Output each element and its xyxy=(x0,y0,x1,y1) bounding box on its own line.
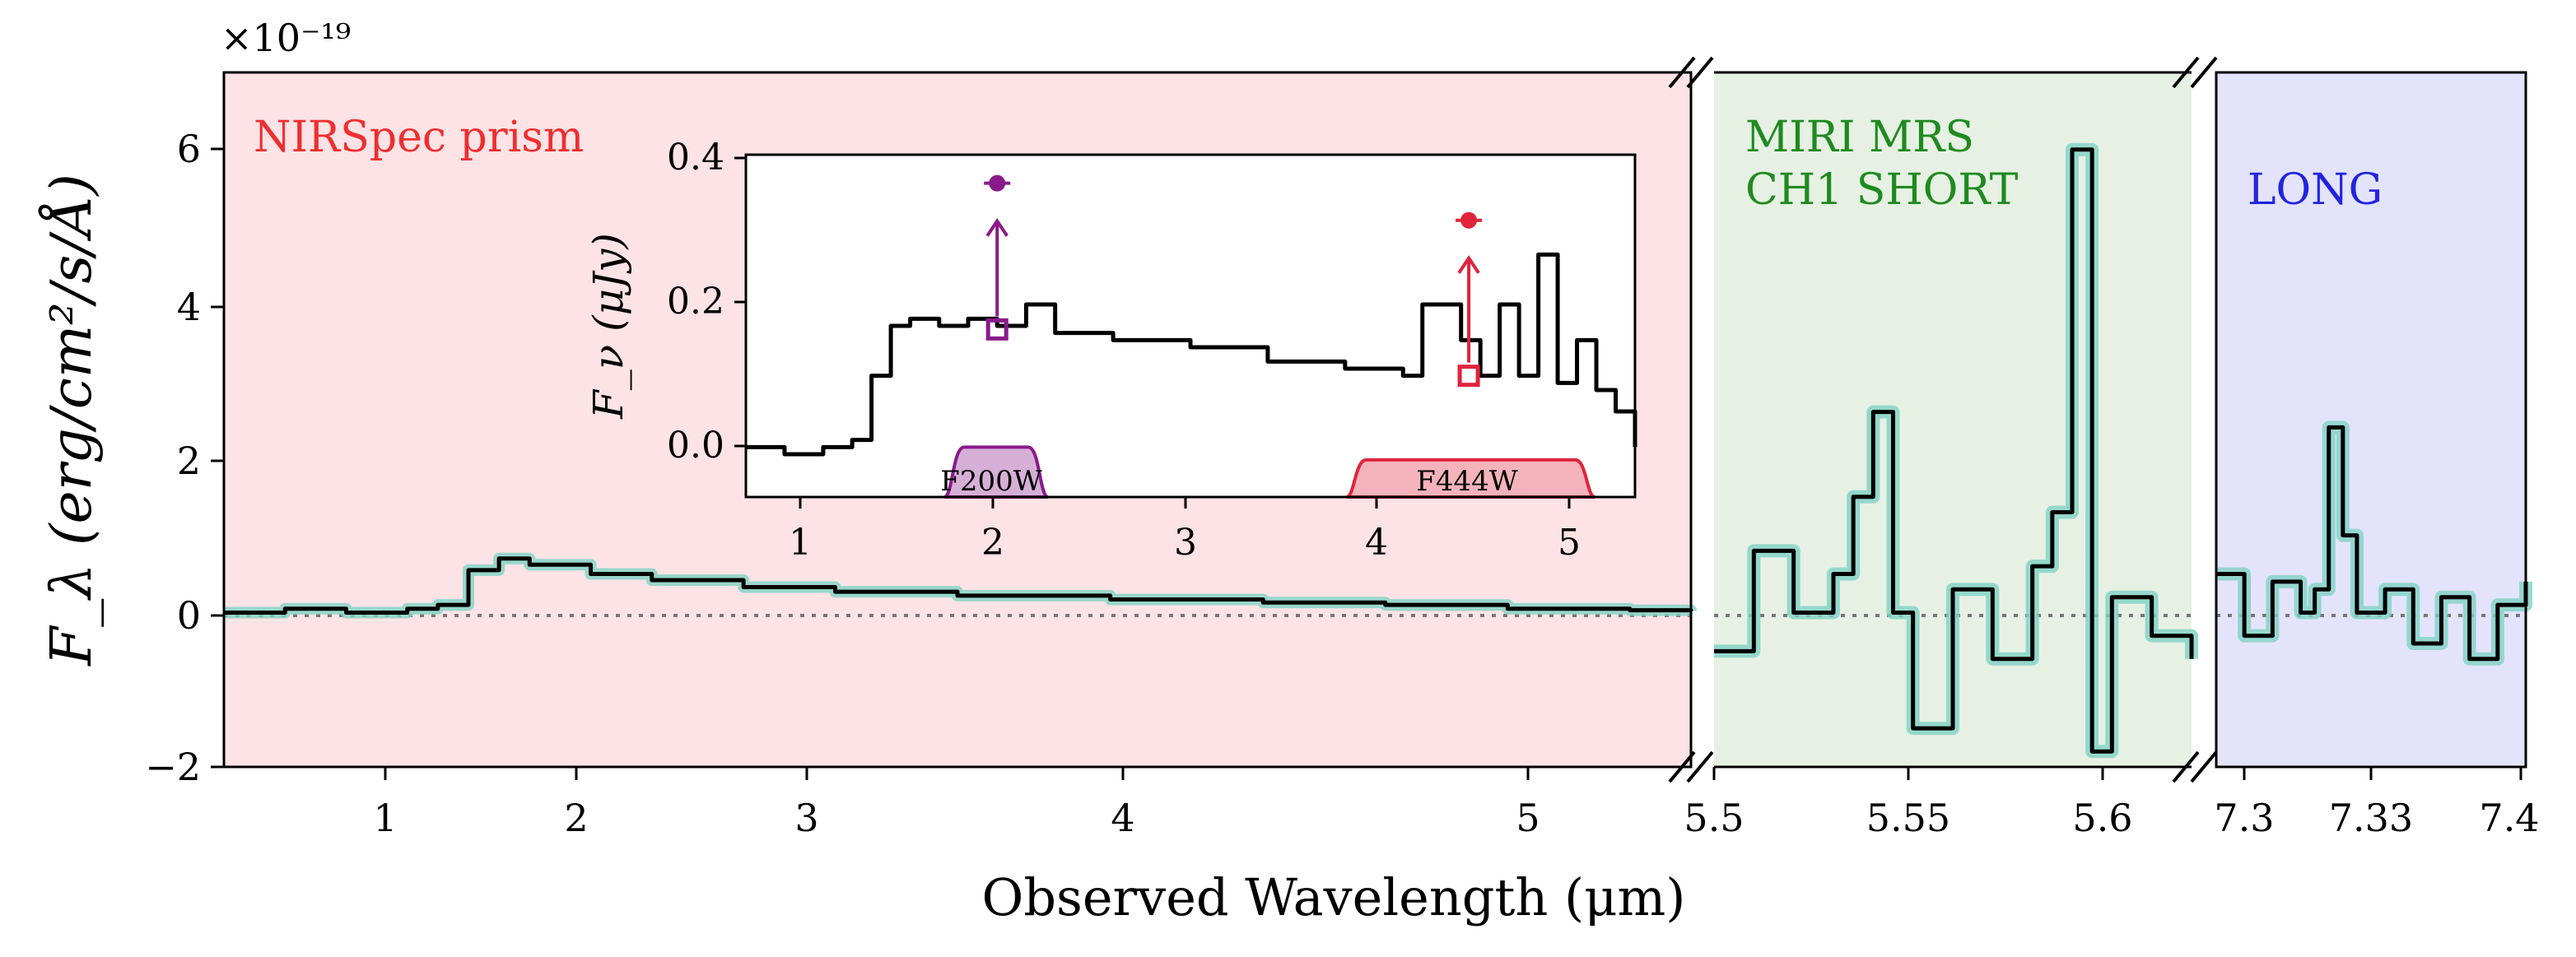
short-spectrum-line xyxy=(1714,147,2194,754)
inset-chart: F200W F444W 0.0 0.2 0.4 F_ν (μJy) 1 2 3 xyxy=(585,137,1637,564)
inset-x-tick-label: 1 xyxy=(789,522,812,564)
long-panel-label: LONG xyxy=(2248,165,2383,215)
inset-y-axis-label: F_ν (μJy) xyxy=(585,233,632,420)
f200w-corrected-marker xyxy=(989,174,1006,192)
inset-x-tick-label: 4 xyxy=(1365,522,1388,564)
prism-panel-frame xyxy=(222,71,1693,769)
x-tick-label: 4 xyxy=(1111,796,1134,840)
y-tick-label: 6 xyxy=(177,127,201,171)
prism-spectrum-line xyxy=(224,556,1693,615)
y-axis-multiplier: ×10⁻¹⁹ xyxy=(221,16,351,60)
x-tick-label: 5 xyxy=(1516,796,1540,840)
f200w-filter-label: F200W xyxy=(940,465,1041,498)
inset-y-tick-label: 0.2 xyxy=(667,281,724,323)
short-panel-label-line1: MIRI MRS xyxy=(1745,113,1974,162)
x-tick-label: 3 xyxy=(794,796,818,840)
prism-panel-label: NIRSpec prism xyxy=(254,113,584,162)
x-tick-label: 7.3 xyxy=(2214,796,2274,840)
f444w-arrow-head xyxy=(1457,255,1480,274)
axis-break-marks xyxy=(1668,56,2218,783)
f444w-measured-marker xyxy=(1457,365,1480,388)
long-spectrum-line xyxy=(2216,425,2528,662)
inset-y-tick-label: 0.4 xyxy=(667,137,724,179)
x-tick-label: 5.5 xyxy=(1684,796,1744,840)
inset-x-tick-label: 2 xyxy=(981,522,1004,564)
y-axis-label: F_λ (erg/cm²/s/Å) xyxy=(39,174,105,667)
f444w-filter-curve xyxy=(1345,458,1596,499)
x-tick-label: 1 xyxy=(373,796,397,840)
inset-spectrum-line xyxy=(746,252,1637,457)
x-tick-label: 7.33 xyxy=(2329,796,2413,840)
x-tick-label: 5.55 xyxy=(1866,796,1950,840)
f200w-measured-marker xyxy=(985,318,1009,341)
x-axis-label: Observed Wavelength (μm) xyxy=(982,867,1686,927)
f444w-corrected-marker xyxy=(1460,211,1478,229)
y-tick-label: −2 xyxy=(145,745,201,789)
inset-frame xyxy=(744,153,1637,499)
x-axis: 1 2 3 4 5 5.5 5.55 5.6 7.3 7.33 7.4 xyxy=(373,767,2540,840)
y-tick-label: 0 xyxy=(177,593,201,638)
y-tick-label: 4 xyxy=(177,285,201,329)
inset-x-tick-label: 5 xyxy=(1558,522,1581,564)
f444w-filter-label: F444W xyxy=(1416,465,1517,498)
f200w-filter-curve xyxy=(943,445,1049,499)
y-axis: −2 0 2 4 6 ×10⁻¹⁹ xyxy=(145,16,351,789)
x-tick-label: 5.6 xyxy=(2072,796,2132,840)
short-panel-label-line2: CH1 SHORT xyxy=(1745,165,2019,215)
f200w-arrow-head xyxy=(985,218,1009,237)
y-tick-label: 2 xyxy=(177,439,201,483)
x-tick-label: 7.4 xyxy=(2479,796,2539,840)
inset-y-tick-label: 0.0 xyxy=(667,425,724,467)
x-tick-label: 2 xyxy=(564,796,588,840)
inset-x-tick-label: 3 xyxy=(1174,522,1197,564)
